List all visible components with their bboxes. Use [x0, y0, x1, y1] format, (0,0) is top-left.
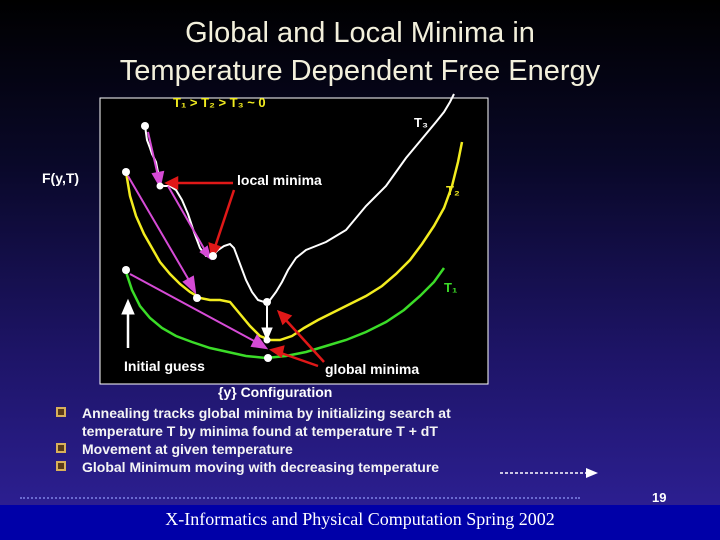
- footer-text: X-Informatics and Physical Computation S…: [165, 509, 555, 529]
- bullet-box-icon: [56, 443, 66, 453]
- footer-bar: [0, 505, 720, 540]
- curve-label-t1: T₁: [444, 280, 457, 295]
- global-min-marker: [261, 306, 273, 342]
- y-axis-label: F(y,T): [42, 170, 79, 186]
- bullet-item: Global Minimum moving with decreasing te…: [56, 458, 696, 476]
- bullet-text: Movement at given temperature: [82, 441, 293, 457]
- decreasing-temperature-arrow: [500, 468, 598, 478]
- global-minima-label: global minima: [325, 361, 419, 377]
- x-axis-label: {y} Configuration: [218, 384, 332, 400]
- ghost-dotted-line: [20, 497, 580, 503]
- bullet-box-icon: [56, 407, 66, 417]
- diagram-frame: [99, 97, 489, 385]
- bullet-text: temperature T by minima found at tempera…: [82, 423, 438, 439]
- slide-title-line1: Global and Local Minima in: [185, 17, 535, 49]
- bullet-text: Global Minimum moving with decreasing te…: [82, 459, 440, 475]
- state-dots: [122, 122, 272, 362]
- curve-label-t2: T₂: [446, 183, 460, 198]
- bullet-continuation: temperature T by minima found at tempera…: [56, 422, 696, 440]
- bullet-box-icon: [56, 461, 66, 471]
- bullet-text: Annealing tracks global minima by initia…: [82, 405, 451, 421]
- initial-guess-label: Initial guess: [124, 358, 205, 374]
- bullet-item: Movement at given temperature: [56, 440, 696, 458]
- minima-arrows: [164, 175, 325, 368]
- local-minima-label: local minima: [237, 172, 322, 188]
- bullet-list: Annealing tracks global minima by initia…: [56, 404, 696, 476]
- curve-label-t3: T₃: [414, 115, 428, 130]
- annealing-arrows: [127, 131, 269, 350]
- initial-guess-arrow: [121, 298, 135, 348]
- temperature-relation: T₁ > T₂ > T₃ ~ 0: [173, 95, 266, 110]
- slide-title-line2: Temperature Dependent Free Energy: [119, 55, 601, 87]
- bullet-item: Annealing tracks global minima by initia…: [56, 404, 696, 422]
- page-number: 19: [652, 490, 667, 505]
